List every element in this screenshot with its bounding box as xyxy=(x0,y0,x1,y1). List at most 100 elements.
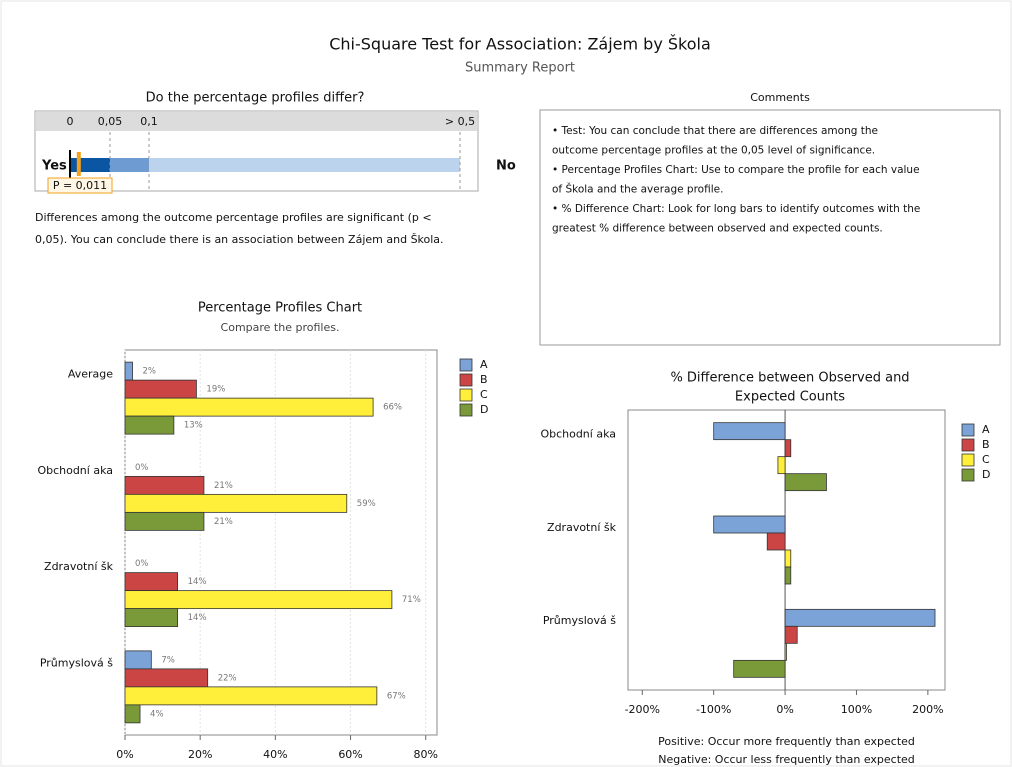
y-tick-label: Průmyslová š xyxy=(40,656,113,669)
x-tick-label: 80% xyxy=(413,748,437,761)
report-subtitle: Summary Report xyxy=(465,61,575,76)
p-label: P = 0,011 xyxy=(53,179,107,192)
x-tick-label: 0% xyxy=(776,703,793,716)
gauge-segment xyxy=(110,158,149,172)
x-tick-label: 20% xyxy=(188,748,212,761)
gauge-tick-label: 0,1 xyxy=(140,115,158,128)
value-label: 67% xyxy=(387,691,406,701)
bar xyxy=(124,572,179,592)
bar xyxy=(124,475,205,495)
legend-swatch xyxy=(459,388,473,402)
legend-label: C xyxy=(480,388,488,401)
value-label: 0% xyxy=(135,463,149,473)
value-label: 4% xyxy=(150,709,164,719)
gauge-tick-label: 0 xyxy=(67,115,74,128)
y-tick-label: Průmyslová š xyxy=(543,614,616,627)
gauge-yes: Yes xyxy=(41,159,67,174)
legend-label: B xyxy=(480,373,488,386)
legend-swatch xyxy=(459,403,473,417)
conclusion-line: 0,05). You can conclude there is an asso… xyxy=(35,233,444,246)
chart-note: Negative: Occur less frequently than exp… xyxy=(658,753,915,766)
gauge-tick-label: > 0,5 xyxy=(445,115,475,128)
chart-title: Percentage Profiles Chart xyxy=(198,301,362,316)
chart-title: % Difference between Observed and xyxy=(670,371,909,386)
value-label: 19% xyxy=(206,385,225,395)
legend-label: A xyxy=(982,423,990,436)
y-tick-label: Obchodní aka xyxy=(37,464,113,477)
bar xyxy=(124,650,152,670)
bar xyxy=(124,668,209,688)
bar xyxy=(784,608,936,627)
comment-line: greatest % difference between observed a… xyxy=(552,223,883,235)
legend-label: A xyxy=(480,358,488,371)
bar xyxy=(124,397,374,417)
bar xyxy=(784,439,792,458)
y-tick-label: Average xyxy=(68,368,113,381)
comment-line: of Škola and the average profile. xyxy=(552,183,723,196)
bar xyxy=(713,515,786,534)
chart-note: Positive: Occur more frequently than exp… xyxy=(658,735,915,748)
value-label: 66% xyxy=(383,403,402,413)
value-label: 13% xyxy=(184,421,203,431)
gauge-title: Do the percentage profiles differ? xyxy=(146,91,365,106)
gauge-no: No xyxy=(496,159,516,174)
value-label: 14% xyxy=(188,577,207,587)
y-tick-label: Zdravotní šk xyxy=(44,560,114,573)
value-label: 7% xyxy=(161,655,175,665)
bar xyxy=(784,566,792,585)
report-title: Chi-Square Test for Association: Zájem b… xyxy=(329,35,711,54)
gauge-header xyxy=(36,112,477,131)
value-label: 14% xyxy=(188,613,207,623)
legend-swatch xyxy=(961,438,975,452)
value-label: 22% xyxy=(218,673,237,683)
legend-swatch xyxy=(961,453,975,467)
value-label: 21% xyxy=(214,517,233,527)
chart-title: Expected Counts xyxy=(735,390,845,405)
bar xyxy=(124,686,378,706)
x-tick-label: 100% xyxy=(841,703,872,716)
bar xyxy=(124,361,133,381)
bar xyxy=(124,590,393,610)
gauge-tick-label: 0,05 xyxy=(98,115,123,128)
legend-label: C xyxy=(982,453,990,466)
bar xyxy=(733,659,786,678)
bar xyxy=(124,415,175,435)
legend-swatch xyxy=(459,373,473,387)
value-label: 2% xyxy=(143,367,157,377)
bar xyxy=(784,473,827,492)
y-tick-label: Zdravotní šk xyxy=(547,521,617,534)
bar xyxy=(777,456,786,475)
bar xyxy=(784,549,792,568)
gauge-segment xyxy=(149,158,460,172)
p-label-box xyxy=(47,177,113,194)
x-tick-label: -200% xyxy=(625,703,660,716)
comment-line: • Test: You can conclude that there are … xyxy=(552,125,878,137)
x-tick-label: 200% xyxy=(912,703,943,716)
legend-label: D xyxy=(982,468,990,481)
bar xyxy=(124,608,179,628)
legend-label: B xyxy=(982,438,990,451)
conclusion-line: Differences among the outcome percentage… xyxy=(35,211,432,224)
legend-swatch xyxy=(961,468,975,482)
comments-title: Comments xyxy=(750,91,810,104)
legend-swatch xyxy=(459,358,473,372)
legend-swatch xyxy=(961,423,975,437)
value-label: 59% xyxy=(357,499,376,509)
y-tick-label: Obchodní aka xyxy=(540,428,616,441)
bar xyxy=(124,379,197,399)
bar xyxy=(784,642,787,661)
value-label: 71% xyxy=(402,595,421,605)
bar xyxy=(124,511,205,531)
value-label: 21% xyxy=(214,481,233,491)
value-label: 0% xyxy=(135,559,149,569)
bar xyxy=(784,625,798,644)
comment-line: • % Difference Chart: Look for long bars… xyxy=(552,203,920,215)
comments-box xyxy=(539,109,1001,346)
bar xyxy=(766,532,786,551)
x-tick-label: -100% xyxy=(696,703,731,716)
bar xyxy=(124,704,141,724)
bar xyxy=(713,422,786,441)
gauge-segment xyxy=(70,158,110,172)
x-tick-label: 0% xyxy=(116,748,133,761)
